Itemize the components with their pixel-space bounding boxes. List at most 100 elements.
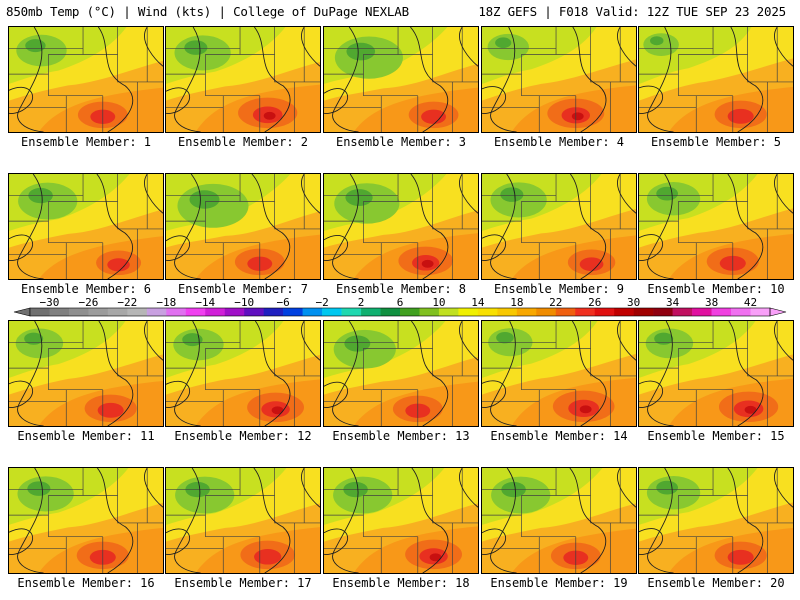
colorbar-bin xyxy=(244,308,264,316)
colorbar-tick-label: −26 xyxy=(78,298,98,309)
colorbar-bin xyxy=(88,308,109,316)
colorbar-max-arrow xyxy=(769,307,787,317)
ensemble-member-16-map xyxy=(8,467,164,574)
colorbar-bin xyxy=(594,308,615,316)
colorbar-bin xyxy=(477,308,498,316)
ensemble-member-17-map xyxy=(165,467,321,574)
colorbar-bin xyxy=(380,308,401,316)
colorbar-bin xyxy=(516,308,537,316)
colorbar-tick-label: −6 xyxy=(277,298,290,309)
ensemble-member-20-map xyxy=(638,467,794,574)
colorbar-bin xyxy=(750,308,771,316)
ensemble-member-18-label: Ensemble Member: 18 xyxy=(332,576,470,590)
colorbar-bin xyxy=(653,308,673,316)
ensemble-member-11-map xyxy=(8,320,164,427)
ensemble-member-15-map xyxy=(638,320,794,427)
ensemble-member-6-map xyxy=(8,173,164,280)
ensemble-member-13-label: Ensemble Member: 13 xyxy=(332,429,470,443)
ensemble-member-5-label: Ensemble Member: 5 xyxy=(650,135,782,149)
ensemble-member-1-map xyxy=(8,26,164,133)
ensemble-member-6-label: Ensemble Member: 6 xyxy=(20,282,152,296)
temperature-colorbar: −30 −26 −22 −18 −14 −10 −6 −2 2 6 10 14 18 22 26 30 34 38… xyxy=(13,298,787,317)
colorbar-bin xyxy=(146,308,167,316)
colorbar-bin xyxy=(575,308,596,316)
ensemble-member-11-label: Ensemble Member: 11 xyxy=(17,429,155,443)
colorbar-tick-label: 10 xyxy=(432,298,445,309)
colorbar-bin xyxy=(536,308,557,316)
colorbar-tick-label: 38 xyxy=(705,298,718,309)
ensemble-member-17-label: Ensemble Member: 17 xyxy=(174,576,312,590)
colorbar-tick-label: 14 xyxy=(471,298,485,309)
ensemble-member-10-map xyxy=(638,173,794,280)
colorbar-bin xyxy=(438,308,459,316)
colorbar-bin xyxy=(49,308,70,316)
colorbar-bin xyxy=(555,308,576,316)
colorbar-bin xyxy=(322,308,342,316)
colorbar-bin xyxy=(263,308,284,316)
colorbar-outline xyxy=(29,307,771,317)
ensemble-member-3-map xyxy=(323,26,479,133)
colorbar-bin xyxy=(185,308,206,316)
colorbar-tick-label: −30 xyxy=(40,298,60,309)
colorbar-bin xyxy=(458,308,479,316)
colorbar-tick-label: 18 xyxy=(510,298,523,309)
colorbar-tick-label: 2 xyxy=(358,298,365,309)
ensemble-member-18-map xyxy=(323,467,479,574)
ensemble-member-14-label: Ensemble Member: 14 xyxy=(490,429,628,443)
model-run-info: 18Z GEFS | F018 Valid: 12Z TUE SEP 23 20… xyxy=(478,4,786,19)
ensemble-member-5-map xyxy=(638,26,794,133)
colorbar-bin xyxy=(30,308,50,316)
colorbar-bin xyxy=(400,308,420,316)
ensemble-member-2-label: Ensemble Member: 2 xyxy=(177,135,309,149)
ensemble-member-3-label: Ensemble Member: 3 xyxy=(335,135,467,149)
colorbar-bin xyxy=(497,308,518,316)
colorbar-bin xyxy=(633,308,654,316)
ensemble-member-12-map xyxy=(165,320,321,427)
ensemble-member-10-label: Ensemble Member: 10 xyxy=(647,282,785,296)
colorbar-bin xyxy=(341,308,362,316)
ensemble-member-4-label: Ensemble Member: 4 xyxy=(493,135,625,149)
ensemble-member-7-map xyxy=(165,173,321,280)
ensemble-member-1-label: Ensemble Member: 1 xyxy=(20,135,152,149)
ensemble-member-7-label: Ensemble Member: 7 xyxy=(177,282,309,296)
colorbar-tick-label: −14 xyxy=(195,298,215,309)
colorbar-bin xyxy=(711,308,732,316)
colorbar-tick-label: 30 xyxy=(627,298,640,309)
ensemble-member-13-map xyxy=(323,320,479,427)
colorbar-bin xyxy=(107,308,128,316)
ensemble-member-8-label: Ensemble Member: 8 xyxy=(335,282,467,296)
colorbar-bin xyxy=(361,308,381,316)
colorbar-tick-label: 42 xyxy=(744,298,757,309)
colorbar-bin xyxy=(672,308,693,316)
ensemble-member-15-label: Ensemble Member: 15 xyxy=(647,429,785,443)
colorbar-min-arrow xyxy=(13,307,31,317)
colorbar-tick-label: −22 xyxy=(117,298,137,309)
colorbar-tick-label: −10 xyxy=(234,298,254,309)
ensemble-member-20-label: Ensemble Member: 20 xyxy=(647,576,785,590)
ensemble-member-9-map xyxy=(481,173,637,280)
map-title: 850mb Temp (°C) | Wind (kts) | College o… xyxy=(6,4,409,19)
colorbar-tick-label: 26 xyxy=(588,298,601,309)
ensemble-member-8-map xyxy=(323,173,479,280)
ensemble-member-19-label: Ensemble Member: 19 xyxy=(490,576,628,590)
colorbar-bin xyxy=(127,308,148,316)
colorbar-bin xyxy=(419,308,440,316)
ensemble-member-16-label: Ensemble Member: 16 xyxy=(17,576,155,590)
ensemble-member-12-label: Ensemble Member: 12 xyxy=(174,429,312,443)
colorbar-bin xyxy=(68,308,89,316)
ensemble-member-14-map xyxy=(481,320,637,427)
ensemble-member-2-map xyxy=(165,26,321,133)
ensemble-member-9-label: Ensemble Member: 9 xyxy=(493,282,625,296)
colorbar-bin xyxy=(205,308,226,316)
ensemble-member-19-map xyxy=(481,467,637,574)
colorbar-tick-label: 22 xyxy=(549,298,562,309)
colorbar-tick-label: 34 xyxy=(666,298,680,309)
ensemble-member-4-map xyxy=(481,26,637,133)
colorbar-bin xyxy=(283,308,303,316)
colorbar-bin xyxy=(166,308,187,316)
colorbar-bin xyxy=(731,308,751,316)
colorbar-bin xyxy=(302,308,323,316)
colorbar-bin xyxy=(224,308,245,316)
colorbar-bin xyxy=(614,308,634,316)
colorbar-bin xyxy=(692,308,712,316)
